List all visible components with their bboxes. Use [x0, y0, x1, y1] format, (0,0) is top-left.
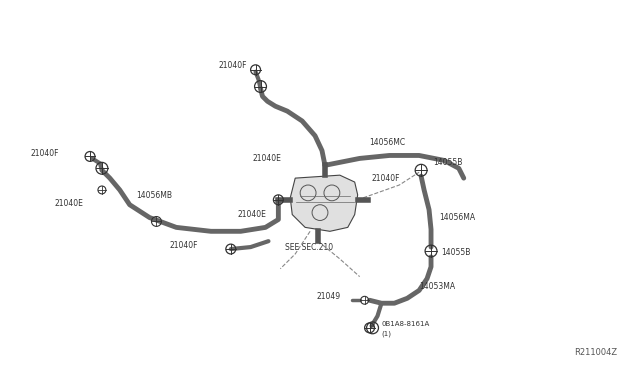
Text: 21049: 21049 [316, 292, 340, 301]
Text: 21040F: 21040F [219, 61, 248, 70]
Text: 14056MB: 14056MB [136, 191, 173, 201]
Text: (1): (1) [381, 330, 392, 337]
Text: 14056MC: 14056MC [369, 138, 406, 147]
Text: B: B [371, 326, 374, 330]
Text: 21040F: 21040F [31, 149, 59, 158]
Text: 21040E: 21040E [237, 210, 267, 219]
Text: 14055B: 14055B [433, 158, 462, 167]
Text: 21040E: 21040E [54, 199, 83, 208]
Text: 21040F: 21040F [372, 174, 400, 183]
Text: 21040F: 21040F [170, 241, 198, 250]
Text: SEE SEC.210: SEE SEC.210 [285, 243, 333, 251]
Polygon shape [291, 175, 358, 231]
Text: 0B1A8-8161A: 0B1A8-8161A [381, 321, 429, 327]
Text: 14053MA: 14053MA [419, 282, 455, 291]
Text: 14055B: 14055B [441, 248, 470, 257]
Text: 14056MA: 14056MA [439, 213, 475, 222]
Text: R211004Z: R211004Z [574, 349, 618, 357]
Text: 21040E: 21040E [253, 154, 282, 163]
